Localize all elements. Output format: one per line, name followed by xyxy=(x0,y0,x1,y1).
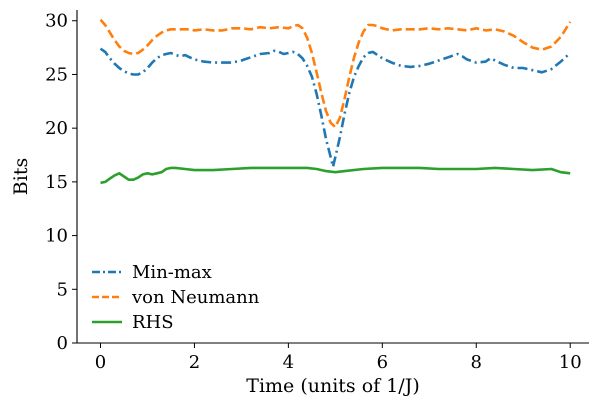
series-layer xyxy=(99,18,572,185)
legend: Min-max von Neumann RHS xyxy=(92,262,260,333)
x-tick-label: 2 xyxy=(189,352,200,373)
y-tick-label: 25 xyxy=(45,64,68,85)
legend-label-min-max: Min-max xyxy=(132,262,212,283)
axes: 0 2 4 6 8 10 0 5 10 15 20 25 30 xyxy=(45,10,589,373)
x-tick-label: 6 xyxy=(377,352,388,373)
y-tick-label: 10 xyxy=(45,226,68,247)
y-tick-label: 0 xyxy=(57,333,68,354)
y-tick-label: 5 xyxy=(57,279,68,300)
y-tick-label: 20 xyxy=(45,118,68,139)
x-tick-label: 10 xyxy=(559,352,582,373)
x-axis-label: Time (units of 1/J) xyxy=(246,375,419,397)
series-line-von-neumann xyxy=(99,18,572,129)
x-tick-label: 4 xyxy=(283,352,294,373)
series-line-min-max xyxy=(99,47,572,169)
legend-label-rhs: RHS xyxy=(132,312,174,333)
series-line-rhs xyxy=(100,166,571,185)
y-tick-label: 30 xyxy=(45,11,68,32)
x-tick-label: 8 xyxy=(471,352,482,373)
y-tick-label: 15 xyxy=(45,172,68,193)
x-tick-label: 0 xyxy=(95,352,106,373)
y-axis-label: Bits xyxy=(10,158,32,195)
legend-label-von-neumann: von Neumann xyxy=(131,287,260,308)
